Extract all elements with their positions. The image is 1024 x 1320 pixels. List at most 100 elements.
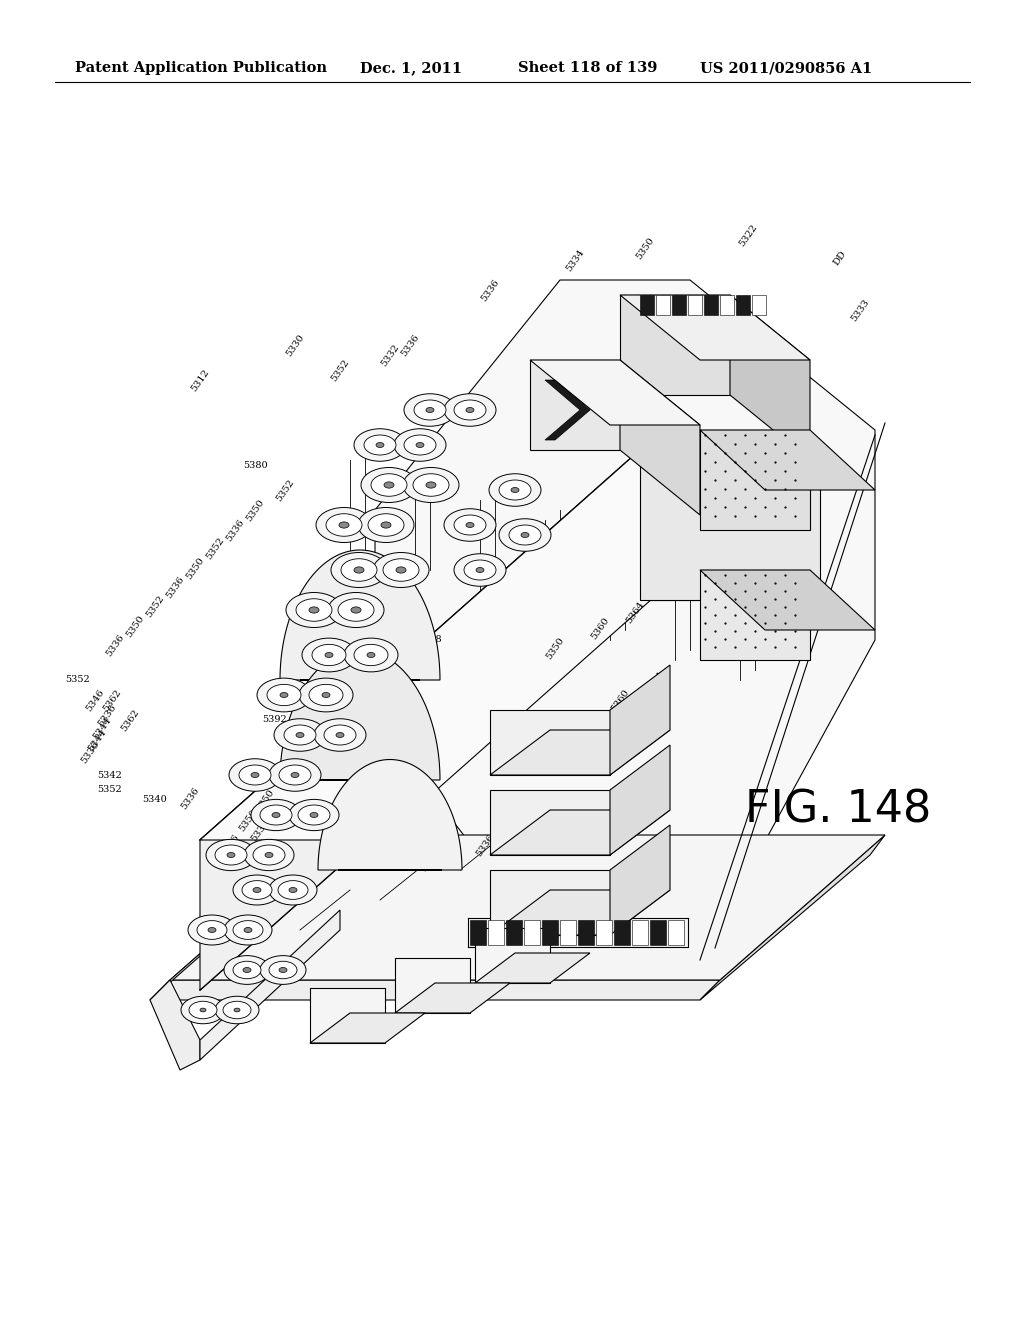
Ellipse shape xyxy=(322,693,330,697)
Ellipse shape xyxy=(325,652,333,657)
Polygon shape xyxy=(610,665,670,775)
Text: 5350: 5350 xyxy=(514,817,536,842)
Ellipse shape xyxy=(404,436,436,455)
Polygon shape xyxy=(375,280,874,960)
Polygon shape xyxy=(200,450,820,840)
Text: 5350: 5350 xyxy=(634,235,655,260)
Ellipse shape xyxy=(274,719,326,751)
Text: 5346: 5346 xyxy=(84,688,105,713)
Text: 5352: 5352 xyxy=(66,676,90,685)
Text: Dec. 1, 2011: Dec. 1, 2011 xyxy=(360,61,462,75)
Ellipse shape xyxy=(339,521,349,528)
Ellipse shape xyxy=(233,875,281,906)
Text: 5352: 5352 xyxy=(144,593,166,619)
Ellipse shape xyxy=(354,644,388,665)
Ellipse shape xyxy=(361,467,417,503)
Ellipse shape xyxy=(371,474,407,496)
Ellipse shape xyxy=(444,508,496,541)
Text: 5392: 5392 xyxy=(262,715,288,725)
Ellipse shape xyxy=(200,1008,206,1012)
Polygon shape xyxy=(700,430,810,531)
Ellipse shape xyxy=(466,408,474,412)
Polygon shape xyxy=(490,789,610,855)
Ellipse shape xyxy=(373,553,429,587)
Ellipse shape xyxy=(279,968,287,973)
Ellipse shape xyxy=(257,678,311,711)
Text: 5336: 5336 xyxy=(224,517,246,543)
Polygon shape xyxy=(280,550,440,680)
Polygon shape xyxy=(656,294,670,315)
Polygon shape xyxy=(490,810,670,855)
Text: 5362: 5362 xyxy=(101,688,123,713)
Ellipse shape xyxy=(234,1008,240,1012)
Ellipse shape xyxy=(208,928,216,932)
Ellipse shape xyxy=(403,467,459,503)
Text: 5350: 5350 xyxy=(254,787,275,813)
Text: 5388: 5388 xyxy=(418,635,442,644)
Polygon shape xyxy=(752,294,766,315)
Polygon shape xyxy=(610,825,670,935)
Text: 5330: 5330 xyxy=(285,333,306,358)
Ellipse shape xyxy=(338,599,374,622)
Ellipse shape xyxy=(188,915,236,945)
Polygon shape xyxy=(545,380,590,440)
Text: 5336: 5336 xyxy=(269,797,291,822)
Polygon shape xyxy=(200,909,340,1060)
Polygon shape xyxy=(720,294,734,315)
Text: 5350: 5350 xyxy=(544,800,565,825)
Ellipse shape xyxy=(251,800,301,830)
Ellipse shape xyxy=(253,845,285,865)
Text: 5333: 5333 xyxy=(849,297,870,323)
Ellipse shape xyxy=(298,805,330,825)
Text: 5336: 5336 xyxy=(249,817,270,842)
Polygon shape xyxy=(672,294,686,315)
Text: 5312: 5312 xyxy=(189,367,211,393)
Text: 5362: 5362 xyxy=(119,708,140,733)
Ellipse shape xyxy=(324,725,356,744)
Polygon shape xyxy=(620,294,810,360)
Text: 5336: 5336 xyxy=(96,702,118,727)
Polygon shape xyxy=(488,920,504,945)
Polygon shape xyxy=(700,570,874,630)
Ellipse shape xyxy=(394,429,446,461)
Ellipse shape xyxy=(376,442,384,447)
Polygon shape xyxy=(542,920,558,945)
Polygon shape xyxy=(596,920,612,945)
Ellipse shape xyxy=(233,961,261,978)
Ellipse shape xyxy=(466,523,474,528)
Text: 5380: 5380 xyxy=(243,461,267,470)
Ellipse shape xyxy=(381,521,391,528)
Polygon shape xyxy=(610,744,670,855)
Polygon shape xyxy=(650,920,666,945)
Ellipse shape xyxy=(260,956,306,985)
Polygon shape xyxy=(530,360,620,450)
Text: 5332: 5332 xyxy=(379,342,400,368)
Ellipse shape xyxy=(426,482,436,488)
Polygon shape xyxy=(490,890,670,935)
Text: 5350: 5350 xyxy=(569,708,591,733)
Text: 5322: 5322 xyxy=(737,222,759,248)
Ellipse shape xyxy=(223,1002,251,1019)
Ellipse shape xyxy=(286,593,342,627)
Text: 5336: 5336 xyxy=(219,833,241,858)
Ellipse shape xyxy=(197,920,227,940)
Polygon shape xyxy=(490,870,610,935)
Ellipse shape xyxy=(189,1002,217,1019)
Ellipse shape xyxy=(489,474,541,507)
Polygon shape xyxy=(640,450,820,601)
Text: 5360: 5360 xyxy=(609,688,631,713)
Ellipse shape xyxy=(316,507,372,543)
Text: 5336: 5336 xyxy=(479,277,501,302)
Polygon shape xyxy=(730,294,810,459)
Ellipse shape xyxy=(351,607,361,612)
Ellipse shape xyxy=(521,532,529,537)
Text: 5334: 5334 xyxy=(564,247,586,273)
Ellipse shape xyxy=(299,678,353,711)
Ellipse shape xyxy=(227,853,234,858)
Polygon shape xyxy=(170,836,885,979)
Text: 5352: 5352 xyxy=(264,762,286,788)
Ellipse shape xyxy=(511,487,519,492)
Ellipse shape xyxy=(396,566,406,573)
Polygon shape xyxy=(700,570,810,660)
Text: 5336: 5336 xyxy=(164,574,185,599)
